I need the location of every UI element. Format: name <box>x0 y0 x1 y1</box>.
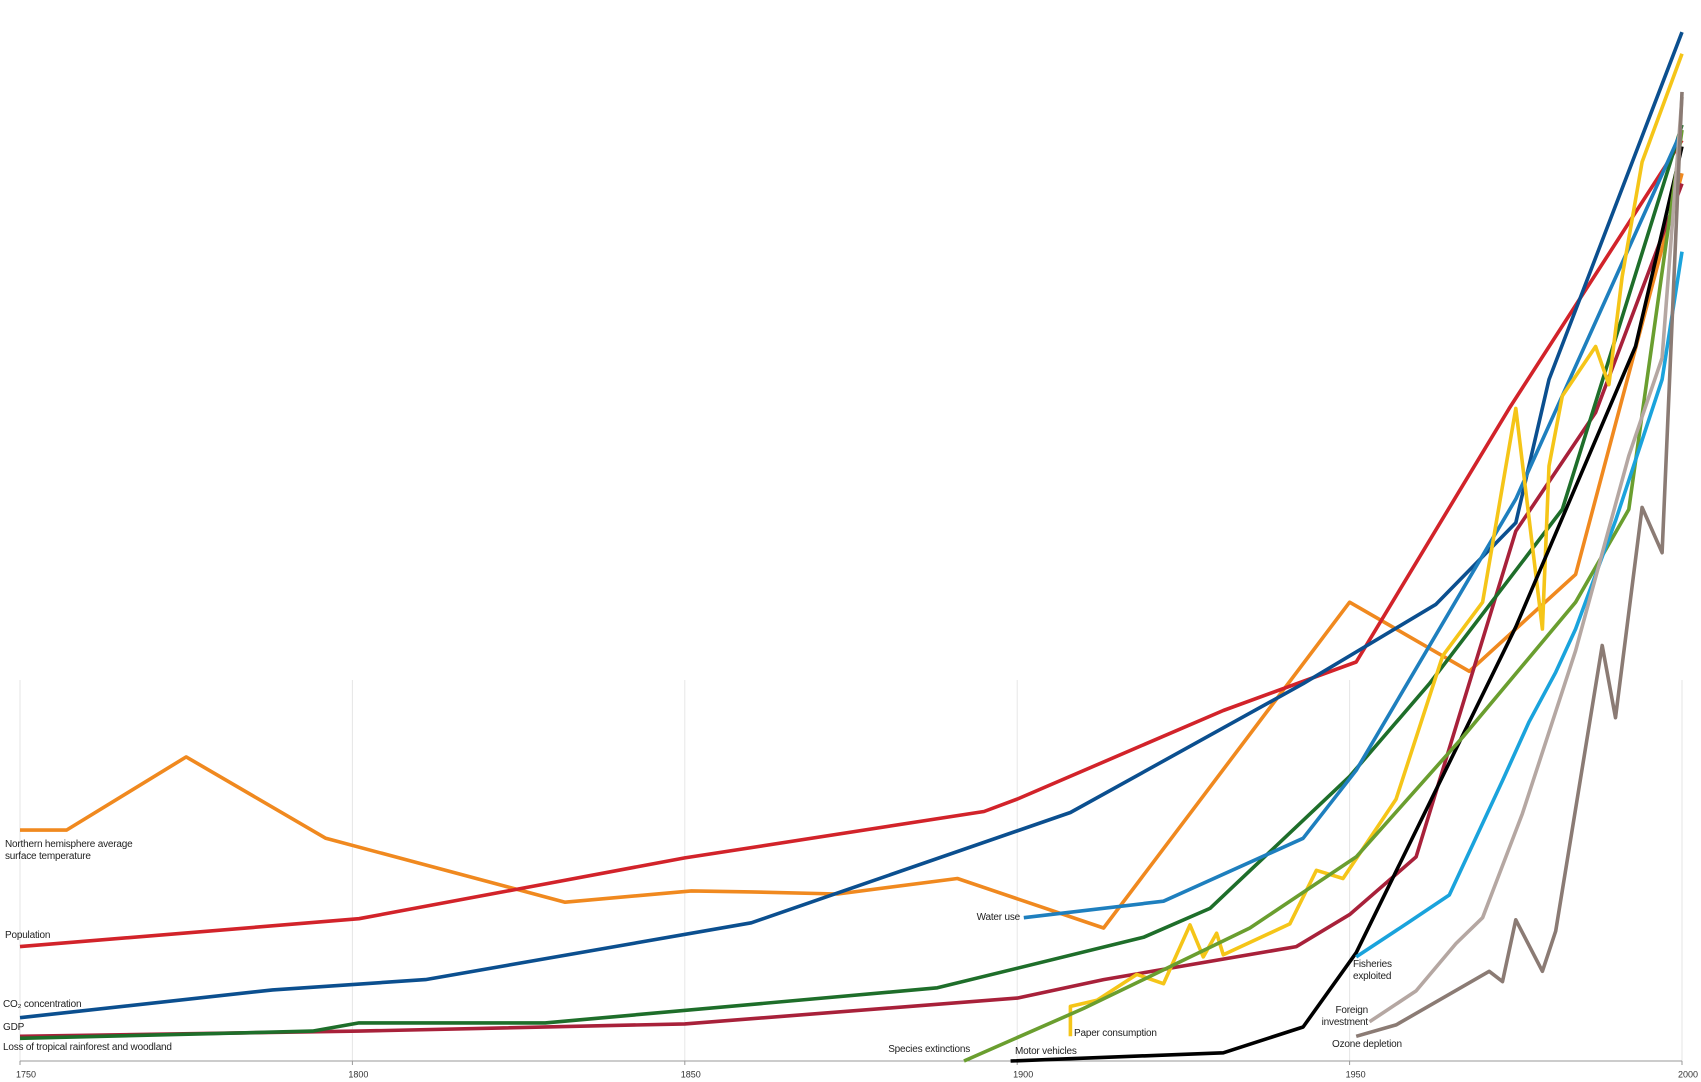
series-line <box>1010 146 1684 1063</box>
series-line <box>1368 96 1684 1024</box>
series-label: Loss of tropical rainforest and woodland <box>3 1042 172 1053</box>
series-label: Species extinctions <box>888 1044 970 1055</box>
x-tick-label: 2000 <box>1678 1069 1698 1079</box>
series-label: Population <box>5 930 51 941</box>
series-line <box>19 31 1684 1020</box>
series-line <box>1023 129 1684 920</box>
series-label: Motor vehicles <box>1015 1046 1077 1057</box>
series-line <box>963 129 1684 1063</box>
x-tick-label: 1800 <box>348 1069 368 1079</box>
x-tick-label: 1750 <box>16 1069 36 1079</box>
series-line <box>19 124 1684 1041</box>
series-label: Northern hemisphere average surface temp… <box>5 839 133 862</box>
series-label: Fisheries exploited <box>1353 959 1392 982</box>
series-line <box>20 172 1684 930</box>
series-line <box>1355 91 1684 1039</box>
series-line <box>1068 53 1684 1037</box>
series-line <box>19 139 1684 949</box>
series-label: Water use <box>976 912 1021 923</box>
x-tick-label: 1850 <box>681 1069 701 1079</box>
series-line <box>19 182 1684 1039</box>
x-tick-label: 1900 <box>1013 1069 1033 1079</box>
series-label: GDP <box>3 1022 25 1033</box>
series-line <box>1355 251 1684 959</box>
series-label: CO₂ concentration <box>3 999 82 1010</box>
series-label: Paper consumption <box>1074 1028 1157 1039</box>
series-label: Foreign investment <box>1321 1005 1369 1028</box>
x-tick-label: 1950 <box>1346 1069 1366 1079</box>
series-label: Ozone depletion <box>1332 1039 1402 1050</box>
